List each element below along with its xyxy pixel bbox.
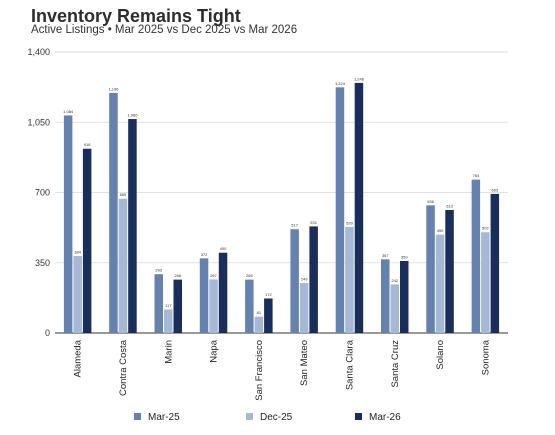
x-tick-label: Santa Cruz bbox=[390, 340, 401, 388]
data-label: 669 bbox=[120, 192, 127, 197]
data-label: 1,196 bbox=[108, 86, 119, 91]
x-tick-label: Napa bbox=[209, 339, 220, 362]
data-label: 1,246 bbox=[354, 76, 365, 81]
x-tick-label: Marin bbox=[163, 340, 174, 364]
bar bbox=[400, 260, 409, 333]
bar bbox=[426, 205, 435, 333]
bar bbox=[435, 234, 445, 333]
bar bbox=[481, 232, 490, 333]
legend-swatch bbox=[355, 413, 362, 420]
bar bbox=[118, 198, 128, 333]
data-label: 693 bbox=[492, 187, 499, 192]
data-label: 531 bbox=[310, 220, 317, 225]
data-label: 367 bbox=[382, 253, 389, 258]
chart-subtitle: Active Listings • Mar 2025 vs Dec 2025 v… bbox=[31, 24, 298, 36]
data-label: 266 bbox=[246, 273, 253, 278]
data-label: 490 bbox=[437, 228, 444, 233]
data-label: 384 bbox=[74, 249, 81, 254]
bar bbox=[390, 284, 399, 333]
data-label: 613 bbox=[446, 203, 453, 208]
data-label: 266 bbox=[174, 273, 181, 278]
bar bbox=[218, 252, 228, 333]
bar bbox=[154, 274, 163, 333]
bar bbox=[335, 87, 345, 333]
bar bbox=[354, 82, 364, 333]
data-label: 172 bbox=[265, 292, 272, 297]
chart-title: Inventory Remains Tight bbox=[31, 6, 241, 26]
bar bbox=[173, 279, 182, 333]
legend-swatch bbox=[134, 413, 141, 420]
legend-label: Mar-26 bbox=[369, 412, 401, 423]
data-label: 517 bbox=[291, 223, 298, 228]
bar bbox=[290, 229, 299, 333]
data-label: 117 bbox=[165, 303, 172, 308]
data-label: 293 bbox=[155, 268, 162, 273]
data-label: 1,224 bbox=[335, 81, 346, 86]
bar bbox=[128, 119, 137, 333]
y-tick-label: 350 bbox=[35, 258, 50, 268]
data-label: 242 bbox=[391, 278, 398, 283]
legend-label: Dec-25 bbox=[260, 412, 293, 423]
bar bbox=[309, 226, 318, 333]
bar bbox=[264, 298, 273, 333]
legend-swatch bbox=[246, 413, 253, 420]
data-label: 372 bbox=[201, 252, 208, 257]
bar bbox=[73, 255, 82, 333]
data-label: 249 bbox=[301, 277, 308, 282]
data-label: 400 bbox=[220, 246, 227, 251]
bar bbox=[209, 279, 218, 333]
bar bbox=[199, 258, 209, 333]
x-tick-label: Solano bbox=[435, 340, 446, 370]
x-tick-label: Santa Clara bbox=[344, 339, 355, 390]
x-tick-label: Alameda bbox=[73, 339, 84, 377]
x-tick-label: San Francisco bbox=[254, 340, 265, 401]
bar bbox=[254, 316, 264, 333]
bar bbox=[345, 226, 354, 333]
bar bbox=[63, 115, 73, 333]
x-tick-label: Sonoma bbox=[480, 339, 491, 375]
data-label: 918 bbox=[84, 142, 91, 147]
y-tick-label: 0 bbox=[45, 328, 50, 338]
data-label: 81 bbox=[257, 310, 262, 315]
data-label: 764 bbox=[473, 173, 480, 178]
y-tick-label: 1,050 bbox=[27, 117, 50, 127]
bar bbox=[381, 259, 390, 333]
bar bbox=[164, 309, 173, 333]
bar bbox=[490, 193, 500, 333]
data-label: 359 bbox=[401, 254, 408, 259]
bar bbox=[245, 279, 254, 333]
data-label: 529 bbox=[346, 220, 353, 225]
bar bbox=[299, 283, 309, 333]
x-tick-label: San Mateo bbox=[299, 340, 310, 386]
bar bbox=[82, 148, 92, 333]
y-tick-label: 1,400 bbox=[27, 47, 50, 57]
data-label: 267 bbox=[210, 273, 217, 278]
legend-label: Mar-25 bbox=[148, 412, 180, 423]
bar bbox=[445, 209, 454, 333]
data-label: 1,084 bbox=[63, 109, 74, 114]
x-tick-label: Contra Costa bbox=[118, 339, 129, 396]
data-label: 502 bbox=[482, 226, 489, 231]
data-label: 636 bbox=[427, 199, 434, 204]
bar bbox=[109, 92, 118, 334]
y-tick-label: 700 bbox=[35, 188, 50, 198]
data-label: 1,066 bbox=[127, 113, 138, 118]
bar bbox=[471, 179, 481, 333]
